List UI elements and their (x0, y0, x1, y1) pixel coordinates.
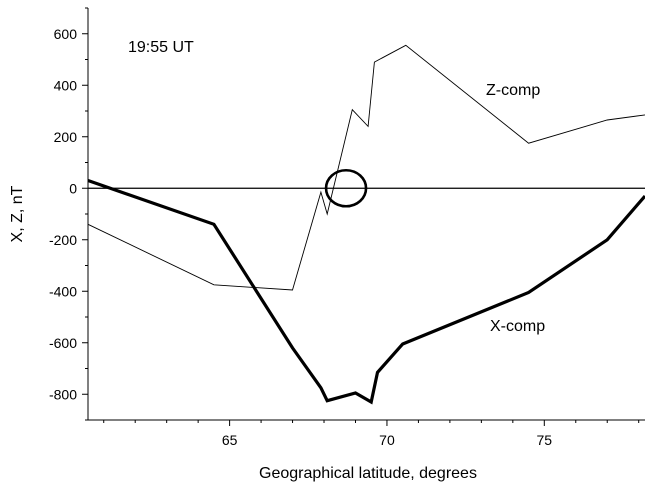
circle-marker (324, 168, 368, 208)
y-axis-title: X, Z, nT (9, 185, 26, 242)
y-tick-label: -600 (49, 335, 77, 351)
y-tick-label: 400 (54, 77, 78, 93)
x-axis-title: Geographical latitude, degrees (259, 465, 477, 482)
x-tick-label: 70 (379, 432, 395, 448)
time-annotation: 19:55 UT (128, 39, 194, 56)
y-tick-label: -800 (49, 386, 77, 402)
labels-group: 19:55 UT Geographical latitude, degrees … (9, 39, 545, 482)
series-group (87, 44, 645, 405)
axes: 65 70 75 600 400 200 0 -200 -400 -600 -800 (49, 7, 645, 448)
series-line-z-comp (87, 44, 645, 291)
x-tick-label: 65 (222, 432, 238, 448)
y-tick-label: 600 (54, 26, 78, 42)
y-tick-label: -200 (49, 232, 77, 248)
x-tick-label: 75 (537, 432, 553, 448)
series-line-x-comp (87, 178, 645, 405)
y-tick-label: 200 (54, 129, 78, 145)
series-label-z-comp: Z-comp (486, 82, 540, 99)
annotation-group (324, 168, 368, 208)
y-tick-label: 0 (69, 180, 77, 196)
series-label-x-comp: X-comp (490, 318, 545, 335)
y-tick-label: -400 (49, 283, 77, 299)
